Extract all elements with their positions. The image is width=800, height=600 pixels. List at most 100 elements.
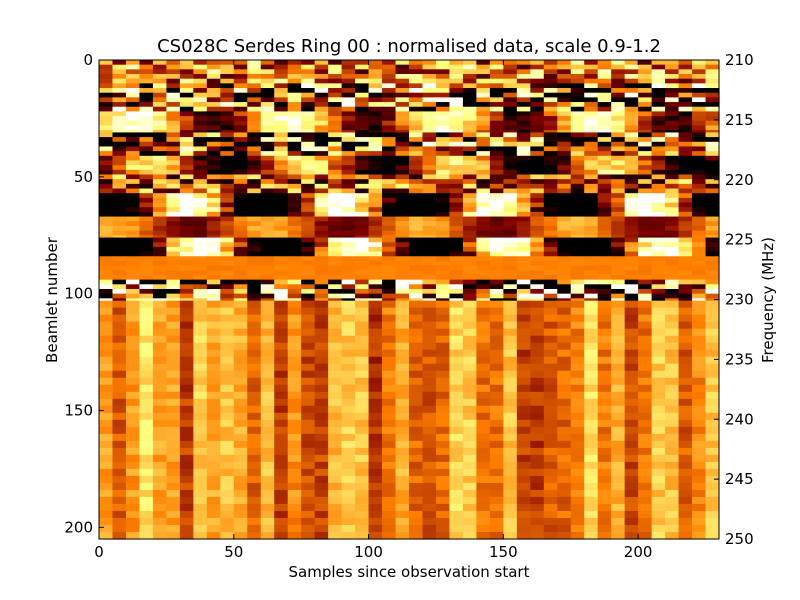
heatmap-cell [139,440,154,449]
heatmap-cell [422,419,437,428]
heatmap-cell [409,165,424,171]
heatmap-cell [179,517,194,526]
heatmap-cell [382,426,397,435]
heatmap-cell [125,130,141,134]
heatmap-cell [395,242,410,248]
heatmap-cell [247,74,262,80]
heatmap-cell [449,298,464,302]
heatmap-cell [476,370,491,379]
heatmap-cell [638,174,653,180]
heatmap-cell [530,412,545,421]
heatmap-cell [476,284,491,290]
heatmap-cell [314,288,329,295]
heatmap-cell [328,74,343,80]
heatmap-cell [422,106,437,113]
heatmap-cell [341,300,356,309]
heatmap-cell [206,328,221,337]
heatmap-cell [301,246,316,253]
heatmap-cell [274,475,289,484]
heatmap-cell [355,391,370,400]
heatmap-cell [99,169,114,176]
heatmap-cell [260,216,275,222]
heatmap-cell [193,405,208,414]
heatmap-cell [692,242,707,248]
heatmap-cell [692,307,707,316]
heatmap-cell [638,251,653,257]
heatmap-cell [341,106,356,113]
heatmap-cell [705,116,720,122]
heatmap-cell [651,510,666,519]
heatmap-cell [287,440,302,449]
heatmap-cell [287,151,302,157]
heatmap-cell [705,169,720,176]
heatmap-cell [179,111,194,117]
heatmap-cell [99,531,114,540]
heatmap-cell [247,125,262,131]
heatmap-cell [314,202,329,208]
heatmap-cell [570,284,585,290]
heatmap-cell [301,130,316,134]
heatmap-cell [705,314,720,323]
heatmap-cell [543,256,558,262]
heatmap-cell [233,461,248,470]
heatmap-cell [274,183,289,190]
heatmap-cell [395,321,410,330]
heatmap-cell [125,92,141,98]
heatmap-cell [624,111,639,117]
heatmap-cell [557,216,572,222]
heatmap-cell [233,300,248,309]
heatmap-cell [557,370,572,379]
heatmap-cell [624,216,639,222]
heatmap-cell [462,146,477,152]
heatmap-cell [166,188,181,194]
heatmap-cell [476,130,491,134]
heatmap-cell [584,405,599,414]
heatmap-cell [638,391,653,400]
heatmap-cell [570,120,585,127]
heatmap-cell [99,141,114,148]
heatmap-cell [611,482,626,491]
heatmap-cell [449,482,464,491]
heatmap-cell [449,531,464,540]
heatmap-cell [166,256,181,262]
heatmap-cell [530,307,545,316]
heatmap-cell [530,454,545,463]
heatmap-cell [597,97,612,103]
heatmap-cell [139,426,154,435]
heatmap-cell [692,503,707,512]
heatmap-cell [166,461,181,470]
heatmap-cell [274,398,289,407]
heatmap-cell [665,265,680,271]
heatmap-cell [651,116,666,122]
heatmap-cell [193,74,208,80]
heatmap-cell [665,293,680,299]
heatmap-cell [152,496,167,505]
heatmap-cell [368,468,383,477]
heatmap-cell [638,260,653,267]
heatmap-cell [570,237,585,243]
heatmap-cell [489,293,504,299]
heatmap-cell [624,426,639,435]
heatmap-cell [341,256,356,262]
heatmap-cell [651,468,666,477]
heatmap-cell [530,125,545,131]
heatmap-cell [489,111,504,117]
heatmap-cell [314,377,329,386]
heatmap-cell [395,225,410,232]
heatmap-cell [409,391,424,400]
heatmap-cell [233,111,248,117]
heatmap-cell [543,274,558,281]
heatmap-cell [260,461,275,470]
heatmap-cell [409,377,424,386]
heatmap-cell [260,256,275,262]
heatmap-cell [705,503,720,512]
heatmap-cell [328,111,343,117]
heatmap-cell [314,405,329,414]
heatmap-cell [341,88,356,94]
heatmap-cell [112,174,127,180]
heatmap-cell [462,270,477,276]
heatmap-cell [489,88,504,94]
heatmap-cell [341,370,356,379]
heatmap-cell [462,284,477,290]
heatmap-cell [462,454,477,463]
